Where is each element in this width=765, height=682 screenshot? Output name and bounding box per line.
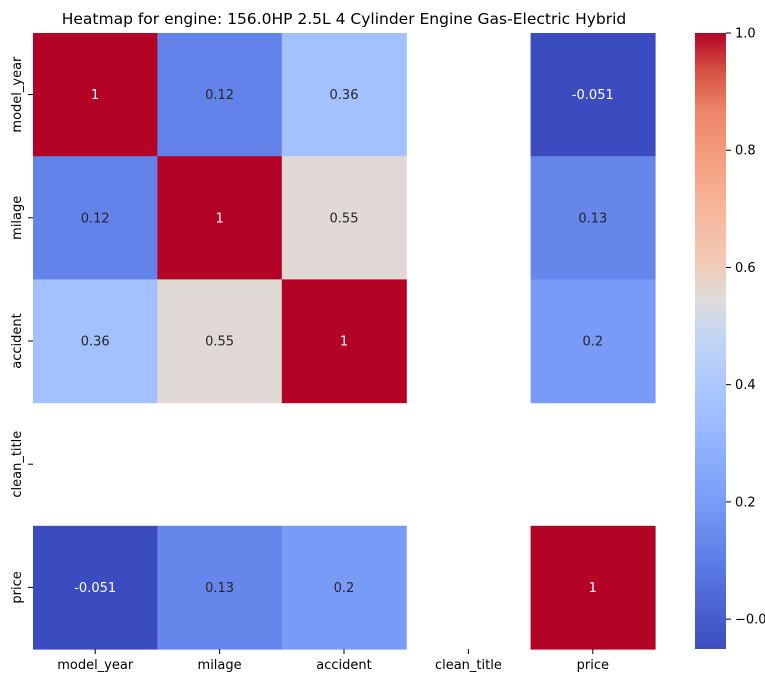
cell-price-model_year (33, 525, 158, 650)
y-tick-label: model_year (10, 56, 25, 133)
cell-accident-milage (157, 279, 283, 404)
cell-value-label: 0.12 (81, 211, 110, 226)
colorbar-tick-label: 0.6 (735, 261, 756, 276)
x-tick-label: accident (316, 658, 371, 673)
cell-value-label: 0.2 (582, 335, 603, 350)
x-axis: model_year milage accident clean_title price (57, 649, 609, 673)
cell-value-label: 1 (215, 211, 223, 226)
y-tick-label: accident (10, 313, 25, 368)
cell-value-label: 0.13 (578, 211, 607, 226)
cell-value-label: 0.13 (205, 581, 234, 596)
x-tick-label: model_year (57, 658, 134, 673)
cell-model_year-price (530, 33, 656, 157)
cell-model_year-milage (157, 33, 283, 157)
cell-price-price (530, 525, 656, 650)
cell-value-label: 1 (91, 88, 99, 103)
cell-value-label: 0.55 (330, 211, 359, 226)
cell-accident-accident (281, 279, 407, 404)
colorbar-tick-label: −0.0 (735, 613, 765, 628)
cell-price-accident (281, 525, 407, 650)
colorbar-tick-label: 1.0 (735, 27, 756, 42)
colorbar-axis: −0.0 0.2 0.4 0.6 0.8 1.0 (726, 27, 765, 628)
x-tick-label: price (577, 658, 609, 673)
x-tick-label: clean_title (435, 658, 502, 673)
y-tick-label: milage (10, 196, 25, 240)
colorbar (695, 33, 726, 649)
y-tick-label: price (10, 571, 25, 603)
cell-value-label: 0.55 (205, 335, 234, 350)
cell-accident-model_year (33, 279, 158, 404)
y-tick-label: clean_title (10, 431, 25, 498)
cell-milage-milage (157, 156, 283, 280)
cell-value-label: -0.051 (572, 88, 614, 103)
cell-value-label: -0.051 (74, 581, 116, 596)
colorbar-tick-label: 0.4 (735, 378, 756, 393)
chart-title: Heatmap for engine: 156.0HP 2.5L 4 Cylin… (62, 10, 627, 28)
cell-price-milage (157, 525, 283, 650)
cell-value-label: 0.2 (334, 581, 355, 596)
colorbar-tick-label: 0.2 (735, 495, 756, 510)
cell-milage-accident (281, 156, 407, 280)
x-tick-label: milage (198, 658, 242, 673)
cell-value-label: 1 (340, 335, 348, 350)
cell-milage-model_year (33, 156, 158, 280)
cell-accident-price (530, 279, 656, 404)
cell-value-label: 0.12 (205, 88, 234, 103)
cell-milage-price (530, 156, 656, 280)
cell-model_year-accident (281, 33, 407, 157)
colorbar-tick-label: 0.8 (735, 144, 756, 159)
cell-model_year-model_year (33, 33, 158, 157)
heatmap-cells: 1 0.12 0.36 -0.051 0.12 1 0.55 0.13 0.36 0.55 1 0.2… (33, 33, 656, 650)
cell-value-label: 0.36 (81, 335, 110, 350)
cell-value-label: 1 (589, 581, 597, 596)
cell-value-label: 0.36 (330, 88, 359, 103)
